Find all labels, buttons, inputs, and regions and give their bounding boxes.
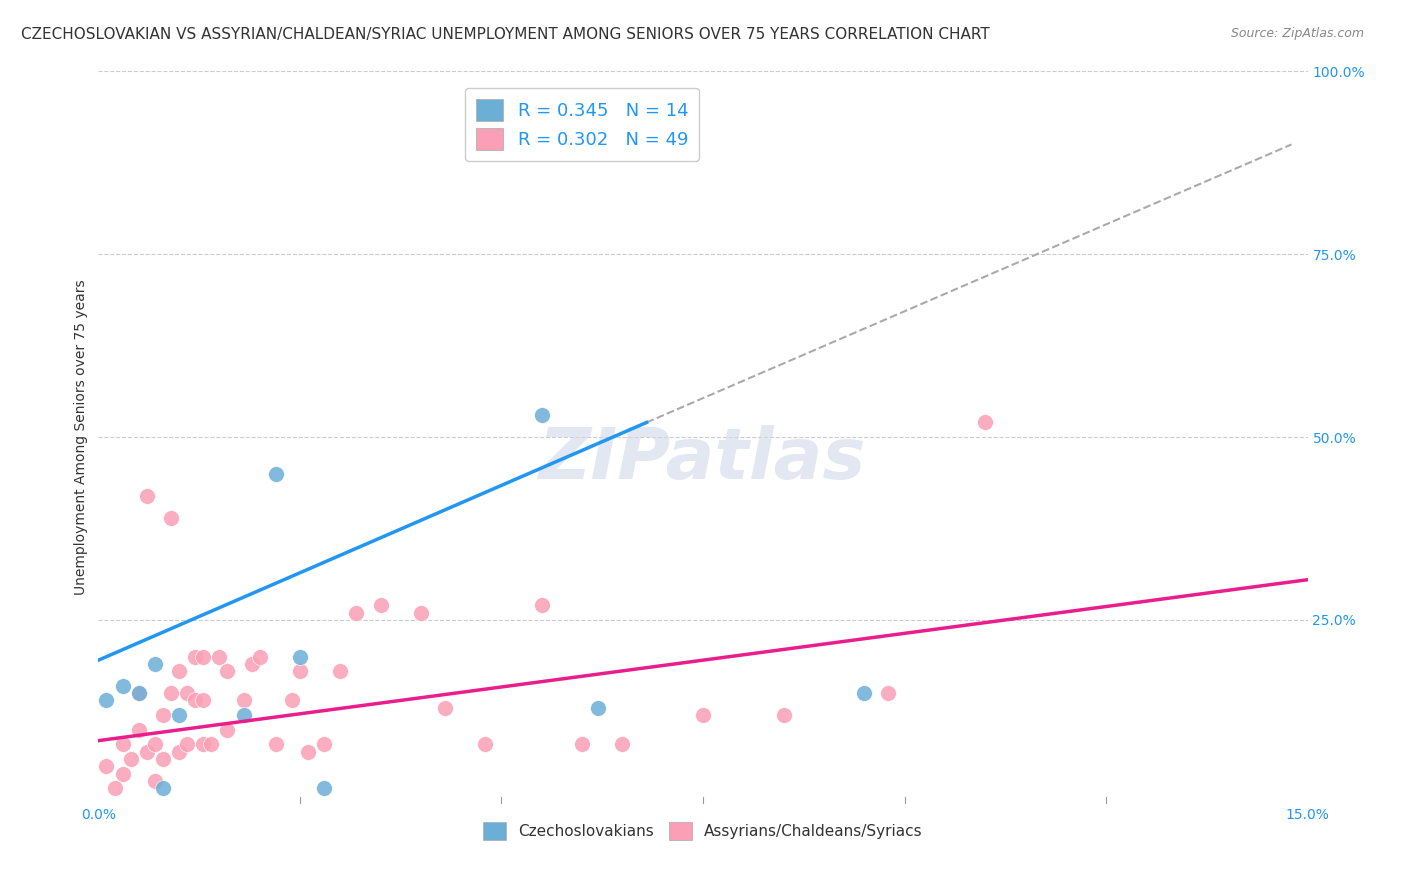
Legend: Czechoslovakians, Assyrians/Chaldeans/Syriacs: Czechoslovakians, Assyrians/Chaldeans/Sy… — [477, 815, 929, 847]
Point — [264, 467, 287, 481]
Point — [152, 781, 174, 796]
Point — [297, 745, 319, 759]
Point — [103, 781, 125, 796]
Point — [974, 416, 997, 430]
Point — [530, 408, 553, 422]
Point — [288, 649, 311, 664]
Point — [474, 737, 496, 751]
Point — [135, 489, 157, 503]
Point — [232, 708, 254, 723]
Point — [152, 708, 174, 723]
Point — [853, 686, 876, 700]
Point — [217, 723, 239, 737]
Point — [96, 693, 118, 707]
Point — [128, 686, 150, 700]
Point — [128, 686, 150, 700]
Point — [167, 745, 190, 759]
Point — [135, 745, 157, 759]
Point — [176, 737, 198, 751]
Point — [208, 649, 231, 664]
Point — [184, 693, 207, 707]
Point — [692, 708, 714, 723]
Point — [167, 664, 190, 678]
Point — [167, 708, 190, 723]
Point — [111, 766, 134, 780]
Point — [409, 606, 432, 620]
Point — [160, 686, 183, 700]
Text: ZIPatlas: ZIPatlas — [540, 425, 866, 493]
Point — [160, 510, 183, 524]
Point — [329, 664, 352, 678]
Point — [636, 101, 658, 115]
Point — [772, 708, 794, 723]
Point — [877, 686, 900, 700]
Point — [217, 664, 239, 678]
Text: CZECHOSLOVAKIAN VS ASSYRIAN/CHALDEAN/SYRIAC UNEMPLOYMENT AMONG SENIORS OVER 75 Y: CZECHOSLOVAKIAN VS ASSYRIAN/CHALDEAN/SYR… — [21, 27, 990, 42]
Point — [152, 752, 174, 766]
Point — [143, 737, 166, 751]
Point — [571, 737, 593, 751]
Point — [249, 649, 271, 664]
Point — [184, 649, 207, 664]
Point — [281, 693, 304, 707]
Point — [96, 759, 118, 773]
Point — [193, 737, 215, 751]
Point — [176, 686, 198, 700]
Y-axis label: Unemployment Among Seniors over 75 years: Unemployment Among Seniors over 75 years — [75, 279, 89, 595]
Point — [143, 773, 166, 788]
Point — [128, 723, 150, 737]
Point — [288, 664, 311, 678]
Point — [111, 679, 134, 693]
Point — [530, 599, 553, 613]
Point — [193, 649, 215, 664]
Point — [370, 599, 392, 613]
Point — [200, 737, 222, 751]
Point — [434, 700, 457, 714]
Point — [232, 693, 254, 707]
Point — [193, 693, 215, 707]
Text: Source: ZipAtlas.com: Source: ZipAtlas.com — [1230, 27, 1364, 40]
Point — [143, 657, 166, 671]
Point — [344, 606, 367, 620]
Point — [240, 657, 263, 671]
Point — [586, 700, 609, 714]
Point — [120, 752, 142, 766]
Point — [264, 737, 287, 751]
Point — [612, 737, 634, 751]
Point — [111, 737, 134, 751]
Point — [314, 781, 336, 796]
Point — [314, 737, 336, 751]
